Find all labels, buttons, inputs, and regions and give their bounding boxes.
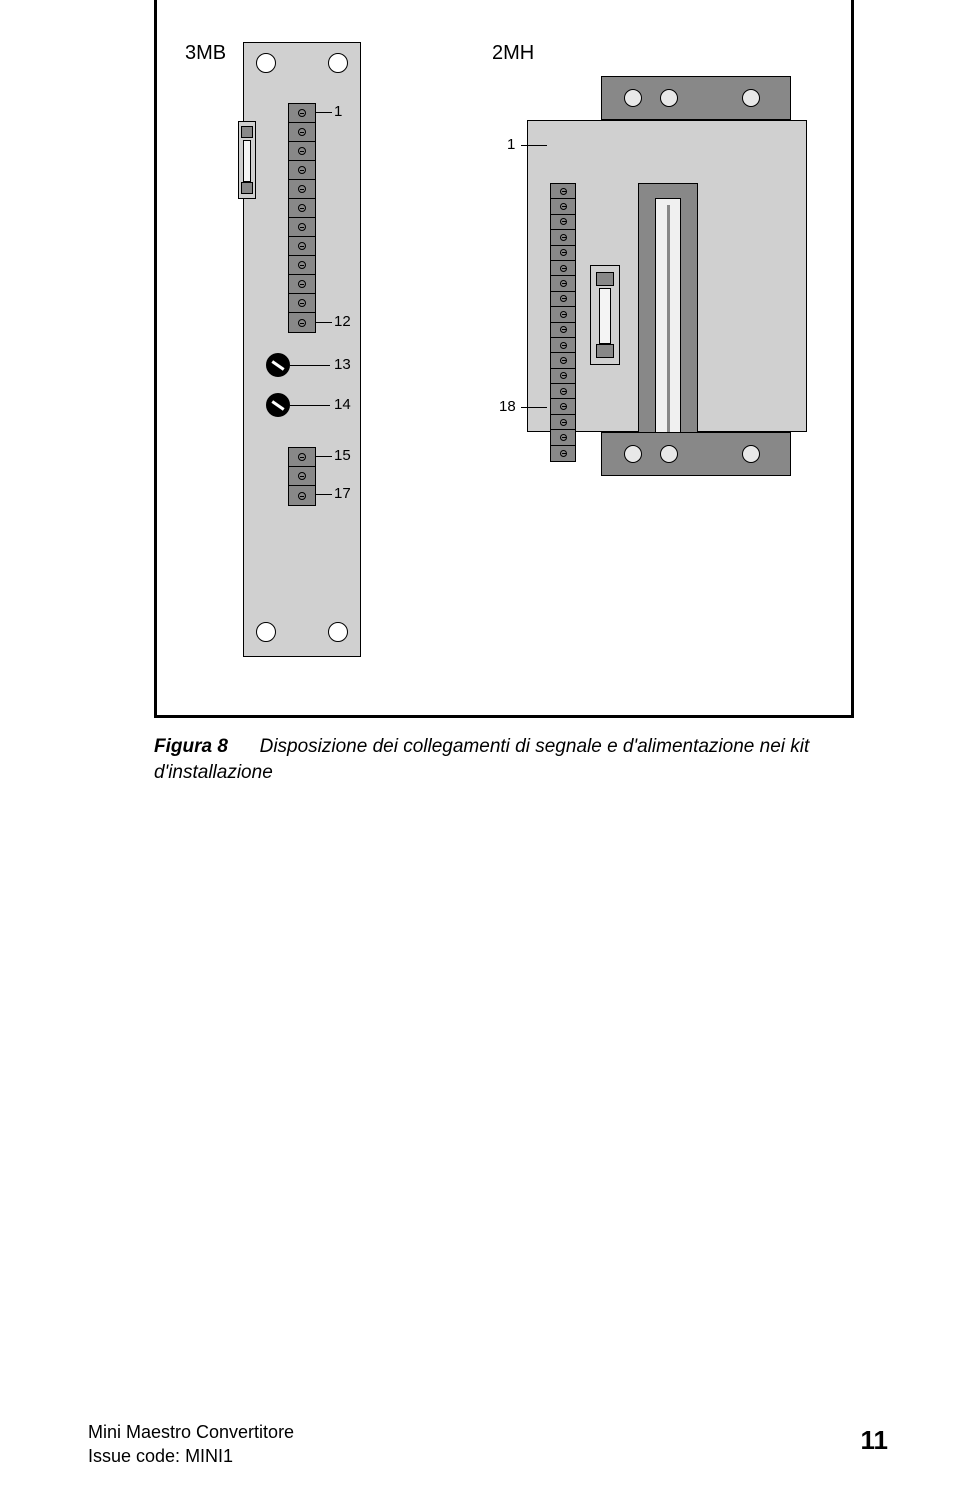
footer-issue-prefix: Issue code: bbox=[88, 1446, 185, 1466]
footer-issue: Issue code: MINI1 bbox=[88, 1445, 294, 1468]
pin-label: 15 bbox=[334, 447, 351, 464]
mount-hole-icon bbox=[660, 89, 678, 107]
leader-line bbox=[316, 456, 332, 457]
footer-issue-code: MINI1 bbox=[185, 1446, 233, 1466]
caption-text: Disposizione dei collegamenti di segnale… bbox=[260, 736, 810, 757]
diagram-frame: 3MB 2MH 1 12 13 14 15 bbox=[154, 0, 854, 718]
pin-label: 13 bbox=[334, 356, 351, 373]
fuse-3mb-icon bbox=[238, 121, 256, 199]
mount-hole-icon bbox=[660, 445, 678, 463]
mount-hole-icon bbox=[256, 53, 276, 73]
leader-line bbox=[316, 322, 332, 323]
mounting-bracket-icon bbox=[601, 76, 791, 120]
pin-label: 14 bbox=[334, 396, 351, 413]
mount-hole-icon bbox=[624, 89, 642, 107]
assembly-2mh: 1 18 bbox=[527, 76, 807, 476]
leader-line bbox=[290, 365, 330, 366]
figure-number: Figura 8 bbox=[154, 736, 228, 757]
mount-hole-icon bbox=[328, 622, 348, 642]
leader-line bbox=[521, 407, 547, 408]
terminal-block-2mh bbox=[550, 183, 576, 462]
pin-label: 18 bbox=[499, 398, 516, 415]
fuse-2mh-icon bbox=[590, 265, 620, 365]
leader-line bbox=[290, 405, 330, 406]
mounting-bracket-icon bbox=[601, 432, 791, 476]
pin-label: 1 bbox=[507, 136, 515, 153]
page: 3MB 2MH 1 12 13 14 15 bbox=[0, 0, 960, 1496]
caption-text: d'installazione bbox=[154, 762, 273, 783]
pin-label: 12 bbox=[334, 313, 351, 330]
page-footer: Mini Maestro Convertitore Issue code: MI… bbox=[88, 1421, 888, 1468]
leader-line bbox=[521, 145, 547, 146]
figure-caption: Figura 8 Disposizione dei collegamenti d… bbox=[154, 734, 854, 785]
edge-connector-icon bbox=[638, 183, 698, 451]
page-number: 11 bbox=[861, 1425, 889, 1456]
mount-hole-icon bbox=[742, 445, 760, 463]
panel-3mb: 1 12 13 14 15 17 bbox=[243, 42, 361, 657]
pin-label: 1 bbox=[334, 103, 342, 120]
potentiometer-icon bbox=[266, 393, 290, 417]
terminal-block-3mb-bottom bbox=[288, 447, 316, 506]
mount-hole-icon bbox=[328, 53, 348, 73]
label-2mh: 2MH bbox=[492, 42, 534, 65]
mount-hole-icon bbox=[624, 445, 642, 463]
potentiometer-icon bbox=[266, 353, 290, 377]
mount-hole-icon bbox=[256, 622, 276, 642]
footer-title: Mini Maestro Convertitore bbox=[88, 1421, 294, 1444]
terminal-block-3mb-top bbox=[288, 103, 316, 333]
leader-line bbox=[316, 112, 332, 113]
label-3mb: 3MB bbox=[185, 42, 226, 65]
mount-hole-icon bbox=[742, 89, 760, 107]
pin-label: 17 bbox=[334, 485, 351, 502]
leader-line bbox=[316, 494, 332, 495]
plate-2mh bbox=[527, 120, 807, 432]
